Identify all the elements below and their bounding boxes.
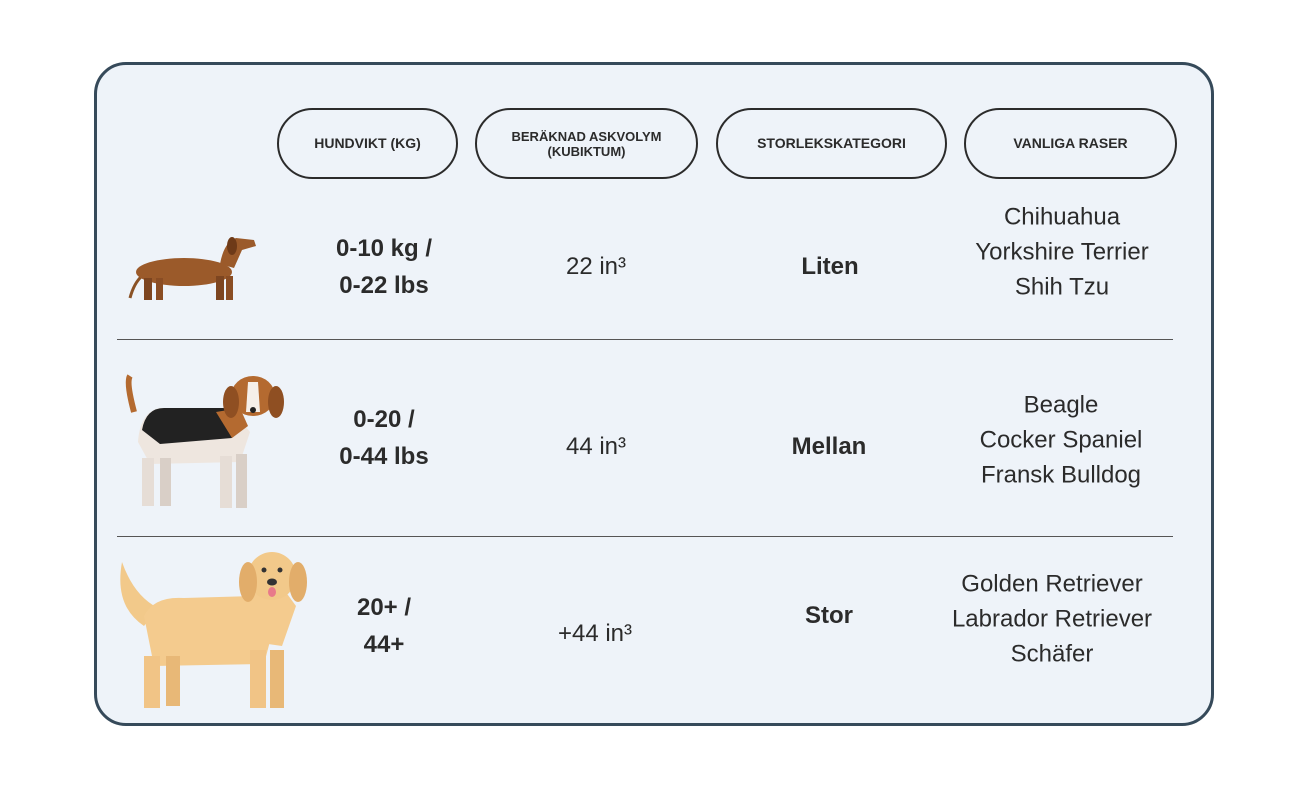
breeds-cell: Chihuahua Yorkshire Terrier Shih Tzu (975, 203, 1149, 301)
volume-cell: 44 in³ (565, 433, 627, 460)
breeds-cell: Golden Retriever Labrador Retriever Schäfe… (951, 570, 1153, 668)
header-breeds: VANLIGA RASER (964, 108, 1177, 179)
golden-retriever-icon (120, 552, 307, 708)
row-divider (117, 339, 1173, 340)
breeds-cell: Beagle Cocker Spaniel Fransk Bulldog (979, 391, 1143, 489)
weight-cell: 20+ /44+ (356, 594, 412, 658)
category-cell: Liten (801, 253, 859, 280)
weight-cell: 0-20 /0-44 lbs (339, 406, 429, 470)
header-category: STORLEKSKATEGORI (716, 108, 947, 179)
row-divider (117, 536, 1173, 537)
volume-cell: +44 in³ (557, 620, 633, 647)
category-cell: Stor (805, 602, 853, 629)
header-volume: BERÄKNAD ASKVOLYM (KUBIKTUM) (475, 108, 698, 179)
dachshund-icon (128, 237, 256, 300)
beagle-icon (125, 374, 284, 508)
category-cell: Mellan (791, 433, 867, 460)
weight-cell: 0-10 kg /0-22 lbs (335, 235, 433, 299)
header-weight: HUNDVIKT (KG) (277, 108, 458, 179)
volume-cell: 22 in³ (565, 253, 627, 280)
